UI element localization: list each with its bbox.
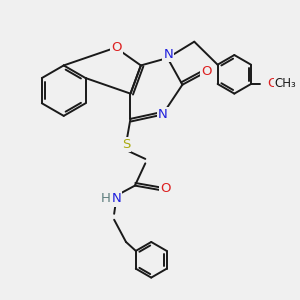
- Text: N: N: [111, 193, 121, 206]
- Text: O: O: [160, 182, 171, 195]
- Text: CH₃: CH₃: [275, 77, 297, 91]
- Text: H: H: [101, 193, 111, 206]
- Text: O: O: [111, 40, 122, 53]
- Text: O: O: [267, 77, 278, 91]
- Text: O: O: [201, 65, 211, 79]
- Text: S: S: [122, 138, 130, 151]
- Text: N: N: [163, 48, 173, 61]
- Text: N: N: [158, 109, 168, 122]
